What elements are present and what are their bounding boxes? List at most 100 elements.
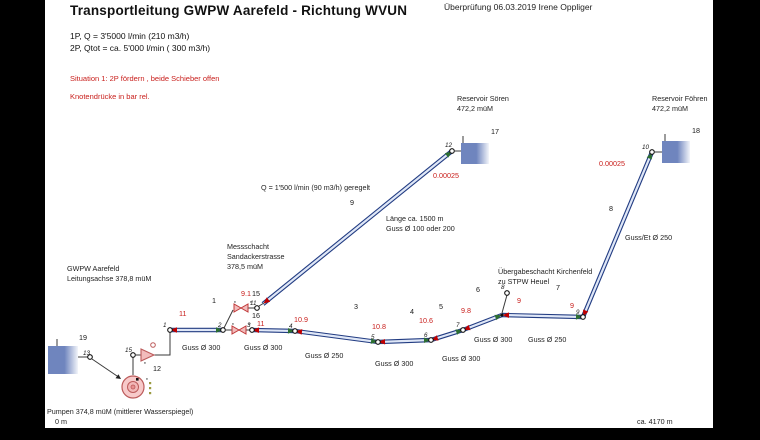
node-number: 7 [456,322,460,329]
diagram-label: Guss/Et Ø 250 [625,233,672,242]
diagram-label: Guss Ø 300 [182,343,220,352]
node [249,327,255,333]
diagram-label: 472,2 müM [652,104,688,113]
diagram-label: ca. 4170 m [637,417,673,426]
node [220,327,226,333]
diagram-label: Guss Ø 300 [244,343,282,352]
pump-marker-dot [149,382,152,385]
element-number: 19 [79,333,87,342]
pipe [294,328,379,345]
pressure-value: 11 [257,319,264,328]
pipe [261,149,454,306]
flow-arrow-upstream-icon [378,338,386,345]
flow-arrow-downstream-icon [575,314,583,320]
diagram-label: Guss Ø 250 [528,335,566,344]
node [87,354,93,360]
node [449,148,455,154]
gate-valve-icon [233,303,249,313]
pipe-inner [251,328,296,333]
pipe-inner [294,329,379,344]
pressure-value: 9 [570,301,574,310]
node-number: 3 [247,322,251,329]
element-number: 9 [350,198,354,207]
valve-left-triangle [231,325,241,335]
pipe [430,327,464,343]
diagram-label: Sandackerstrasse [227,252,285,261]
node-number: 2 [217,322,222,329]
reservoir-icon [461,143,489,164]
page-title: Transportleitung GWPW Aarefeld - Richtun… [70,3,408,18]
flow-line-2: 2P, Qtot = ca. 5'000 l/min ( 300 m3/h) [70,42,211,53]
document-page: Transportleitung GWPW Aarefeld - Richtun… [45,0,713,428]
flow-arrow-upstream-icon [170,327,177,333]
junction-dot [500,313,504,317]
flow-arrow-upstream-icon [263,297,271,304]
handle-dot [146,378,148,380]
pipe [462,312,503,333]
gate-valve-icon [231,325,247,335]
node-number: 15 [125,347,133,354]
flow-line-1: 1P, Q = 3'5000 l/min (210 m3/h) [70,31,190,41]
diagram-label: Reservoir Sören [457,94,509,103]
node [130,352,136,358]
diagram-label: Guss Ø 300 [375,359,413,368]
element-number: 8 [609,204,613,213]
pressure-value: 10.9 [294,315,308,324]
connection-line [258,302,265,307]
element-number: 18 [692,126,700,135]
connection-arrow-icon [115,374,121,379]
pipe-inner [377,338,432,344]
valve-left-triangle [233,303,243,313]
node [460,327,466,333]
flow-arrow-downstream-icon [216,327,223,333]
pipe [501,312,584,320]
node [649,149,655,155]
valve-right-triangle [239,303,249,313]
diagram-label: GWPW Aarefeld [67,264,119,273]
pressure-unit-note: Knotendrücke in bar rel. [70,92,150,101]
diagram-label: Guss Ø 300 [474,335,512,344]
diagram-label: Pumpen 374,8 müM (mittlerer Wasserspiege… [47,407,193,416]
element-number: 5 [439,302,443,311]
reservoir-icon [48,346,78,374]
diagram-label: Leitungsachse 378,8 müM [67,274,151,283]
element-number: 6 [476,285,480,294]
node [254,305,260,311]
pressure-value: 10.6 [419,316,433,325]
check-valve-icon [140,342,156,362]
pipe-inner [501,313,584,319]
node-number: 4 [289,323,293,330]
pump-icon [121,375,152,399]
diagram-label: Reservoir Föhren [652,94,708,103]
flow-arrow-upstream-icon [252,327,260,333]
situation-note: Situation 1: 2P fördern , beide Schieber… [70,74,220,83]
diagram-label: zu STPW Heuel [498,277,550,286]
pressure-value: 9 [517,296,521,305]
node [580,314,586,320]
handle-dot [248,323,250,325]
diagram-label: 378,5 müM [227,262,263,271]
node-number: 10 [642,144,650,151]
check-valve-triangle [140,348,156,362]
diagram-label: Übergabeschacht Kirchenfeld [498,267,592,276]
node-number: 6 [424,332,428,339]
node [504,290,510,296]
flow-arrow-upstream-icon [502,312,510,318]
pressure-value: 0.00025 [433,171,459,180]
pipe-inner [262,150,453,305]
flow-arrow-downstream-icon [287,328,295,334]
node-number: 12 [445,142,453,149]
flow-arrow-upstream-icon [295,329,303,335]
pump-center [130,384,136,390]
node [375,339,381,345]
node-number: 5 [371,334,375,341]
review-note: Überprüfung 06.03.2019 Irene Oppliger [444,2,593,12]
diagram-label: Messschacht [227,242,269,251]
connection-line [91,358,121,379]
diagram-label: Guss Ø 100 oder 200 [386,224,455,233]
flow-arrow-downstream-icon [494,314,502,321]
flow-arrow-downstream-icon [423,337,431,344]
node [167,327,173,333]
flow-spec: 1P, Q = 3'5000 l/min (210 m3/h) 2P, Qtot… [70,31,210,54]
